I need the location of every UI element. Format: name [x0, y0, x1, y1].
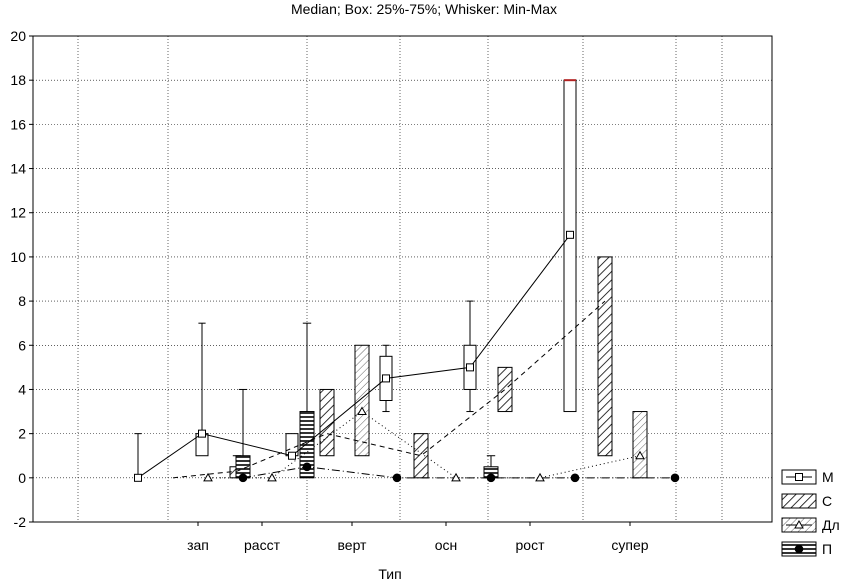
- y-tick-label: 8: [18, 293, 26, 309]
- legend-item-3: П: [781, 541, 832, 557]
- median-marker-М: [382, 374, 390, 383]
- plot-frame: [32, 35, 773, 523]
- y-tick-label: 10: [10, 249, 26, 265]
- y-tick-label: 20: [10, 28, 26, 44]
- x-tick-label-4: рост: [516, 537, 546, 553]
- median-marker-М: [134, 473, 142, 482]
- y-tick-label: -2: [14, 514, 27, 530]
- median-marker-Дл: [357, 406, 367, 416]
- x-tick-label-1: расст: [244, 537, 281, 553]
- median-marker-Дл: [635, 450, 645, 460]
- legend-label: Дл: [822, 517, 840, 533]
- box-П-1: [299, 411, 315, 479]
- y-tick-label: 6: [18, 337, 26, 353]
- box-С-3: [413, 433, 429, 479]
- median-line-М: [137, 234, 571, 479]
- median-marker-М: [288, 451, 296, 460]
- median-marker-М: [466, 363, 474, 372]
- median-marker-П: [302, 462, 312, 472]
- y-tick-label: 12: [10, 205, 26, 221]
- median-marker-Дл: [535, 472, 545, 482]
- y-tick-label: 4: [18, 381, 26, 397]
- x-tick-label-2: верт: [338, 537, 368, 553]
- legend-marker: [794, 519, 804, 529]
- legend-item-0: М: [781, 469, 834, 485]
- box-М-5: [563, 79, 577, 413]
- median-line-С: [172, 300, 606, 479]
- median-marker-Дл: [267, 472, 277, 482]
- chart-title: Median; Box: 25%-75%; Whisker: Min-Max: [290, 1, 558, 17]
- x-axis-label: Тип: [378, 566, 402, 582]
- box-Дл-2: [354, 344, 370, 457]
- median-marker-Дл: [451, 472, 461, 482]
- y-tick-label: 18: [10, 72, 26, 88]
- y-tick-label: 14: [10, 161, 26, 177]
- legend-label: М: [822, 469, 834, 485]
- box-С-2: [319, 388, 335, 457]
- median-marker-М: [566, 230, 574, 239]
- x-tick-label-5: супер: [611, 537, 648, 553]
- box-С-5: [597, 256, 613, 457]
- legend-swatch: [781, 493, 817, 509]
- median-marker-П: [238, 473, 248, 483]
- legend-item-1: С: [781, 493, 832, 509]
- legend-item-2: Дл: [781, 517, 840, 533]
- y-tick-label: 16: [10, 116, 26, 132]
- median-marker-Дл: [203, 472, 213, 482]
- legend-marker: [794, 544, 804, 554]
- legend-label: С: [822, 493, 832, 509]
- median-marker-П: [670, 473, 680, 483]
- median-marker-П: [570, 473, 580, 483]
- x-tick-label-3: осн: [435, 537, 458, 553]
- legend-label: П: [822, 541, 832, 557]
- x-tick-label-0: зап: [187, 537, 209, 553]
- y-tick-label: 0: [18, 470, 26, 486]
- box-Дл-5: [632, 411, 648, 479]
- y-tick-label: 2: [18, 426, 26, 442]
- legend-marker: [795, 473, 803, 481]
- median-marker-П: [392, 473, 402, 483]
- median-marker-М: [198, 429, 206, 438]
- median-marker-П: [486, 473, 496, 483]
- box-С-4: [497, 366, 513, 413]
- median-line-П: [242, 466, 675, 479]
